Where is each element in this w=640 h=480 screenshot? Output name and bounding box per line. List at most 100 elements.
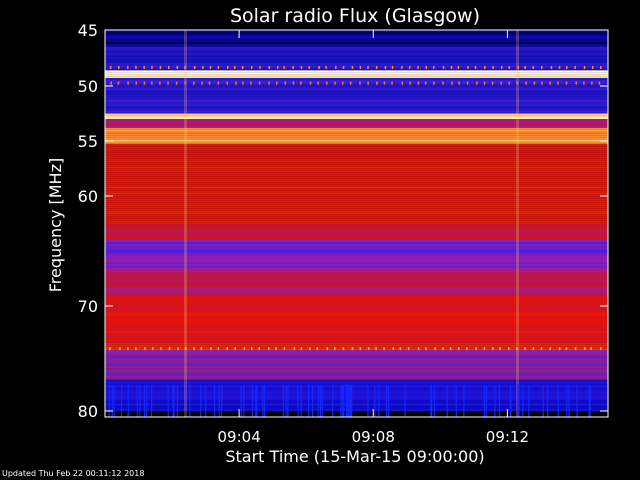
heatmap-spike xyxy=(392,347,395,350)
heatmap-band-row xyxy=(105,168,608,171)
heatmap-spike xyxy=(492,66,494,69)
heatmap-band-row xyxy=(105,72,608,75)
heatmap-band-row xyxy=(105,42,608,44)
heatmap-band-row xyxy=(105,218,608,221)
heatmap-band-row xyxy=(105,186,608,189)
heatmap-band-row xyxy=(105,227,608,230)
heatmap-band-row xyxy=(105,74,608,77)
heatmap-band-row xyxy=(105,264,608,266)
heatmap-spike xyxy=(202,66,204,69)
heatmap-speckle xyxy=(348,384,350,418)
heatmap-band-row xyxy=(105,237,608,240)
heatmap-speckle xyxy=(214,384,216,418)
heatmap-spike xyxy=(177,347,179,350)
heatmap-band-row xyxy=(105,269,608,272)
heatmap-band-row xyxy=(105,64,608,67)
heatmap-spike xyxy=(317,81,319,85)
heatmap-band-row xyxy=(105,127,608,128)
heatmap-band-row xyxy=(105,325,608,327)
heatmap-burst-column xyxy=(184,30,187,417)
x-axis: 09:04 09:08 09:12 xyxy=(218,30,529,446)
heatmap-band-row xyxy=(105,277,608,280)
heatmap-spike xyxy=(457,66,460,69)
heatmap-band-row xyxy=(105,164,608,167)
heatmap-spike xyxy=(242,81,244,85)
heatmap-band-row xyxy=(105,139,608,142)
heatmap-spike xyxy=(110,81,112,85)
heatmap-spike xyxy=(326,347,329,350)
heatmap-band-row xyxy=(105,348,608,351)
heatmap-spike xyxy=(558,347,561,350)
heatmap-spike xyxy=(217,81,220,85)
heatmap-band-row xyxy=(105,46,608,47)
heatmap-band-row xyxy=(105,356,608,359)
heatmap-spike xyxy=(383,347,385,350)
heatmap-spike xyxy=(424,81,427,85)
heatmap-band-row xyxy=(105,385,608,388)
heatmap-spike xyxy=(292,81,295,85)
heatmap-spike xyxy=(591,81,593,85)
heatmap-spike xyxy=(209,66,212,69)
heatmap xyxy=(105,30,608,418)
heatmap-speckle xyxy=(342,384,344,418)
heatmap-band-row xyxy=(105,123,608,125)
heatmap-band-row xyxy=(105,372,608,375)
heatmap-band-row xyxy=(105,78,608,81)
heatmap-band-row xyxy=(105,229,608,232)
heatmap-spike xyxy=(376,81,378,85)
heatmap-speckle xyxy=(262,384,264,418)
heatmap-band-row xyxy=(105,303,608,305)
heatmap-spike xyxy=(525,81,527,85)
heatmap-spike xyxy=(284,81,287,85)
heatmap-spike xyxy=(300,347,303,350)
heatmap-band-row xyxy=(105,397,608,400)
heatmap-speckle xyxy=(340,384,342,418)
heatmap-spike xyxy=(409,81,411,85)
heatmap-spike xyxy=(325,66,327,69)
heatmap-spike xyxy=(234,66,236,69)
heatmap-spike xyxy=(143,81,146,85)
heatmap-band-row xyxy=(105,352,608,355)
heatmap-spike xyxy=(409,66,411,69)
heatmap-band-row xyxy=(105,54,608,57)
heatmap-speckle xyxy=(404,384,406,418)
heatmap-spike xyxy=(367,66,369,69)
heatmap-band-row xyxy=(105,160,608,163)
heatmap-band-row xyxy=(105,354,608,357)
heatmap-speckle xyxy=(510,384,512,418)
heatmap-spike xyxy=(442,81,444,85)
heatmap-band-row xyxy=(105,271,608,274)
heatmap-band-row xyxy=(105,285,608,288)
heatmap-band-row xyxy=(105,289,608,292)
heatmap-band-row xyxy=(105,220,608,223)
heatmap-band-row xyxy=(105,405,608,408)
heatmap-spike xyxy=(533,81,536,85)
heatmap-spike xyxy=(449,347,452,350)
heatmap-spike xyxy=(359,66,362,69)
heatmap-spike xyxy=(600,66,602,69)
heatmap-band-row xyxy=(105,108,608,111)
heatmap-band-row xyxy=(105,148,608,151)
heatmap-spike xyxy=(524,66,526,69)
heatmap-band-row xyxy=(105,38,608,40)
heatmap-spike xyxy=(550,66,553,69)
heatmap-speckle xyxy=(433,384,436,418)
heatmap-band-row xyxy=(105,58,608,61)
heatmap-spike xyxy=(541,66,543,69)
heatmap-band-row xyxy=(105,231,608,234)
heatmap-band-row xyxy=(105,86,608,89)
chart-title: Solar radio Flux (Glasgow) xyxy=(230,5,480,27)
heatmap-speckle xyxy=(287,384,289,418)
heatmap-band-row xyxy=(105,344,608,347)
heatmap-spike xyxy=(185,347,187,350)
x-tick-label: 09:08 xyxy=(352,428,395,446)
heatmap-band-row xyxy=(105,104,608,107)
heatmap-spike xyxy=(407,347,410,350)
heatmap-spike xyxy=(184,66,186,69)
heatmap-speckle xyxy=(151,384,153,418)
heatmap-spike xyxy=(475,347,477,350)
heatmap-band-row xyxy=(105,401,608,404)
x-tick-label: 09:04 xyxy=(218,428,261,446)
heatmap-band-row xyxy=(105,190,608,193)
heatmap-band-row xyxy=(105,389,608,392)
